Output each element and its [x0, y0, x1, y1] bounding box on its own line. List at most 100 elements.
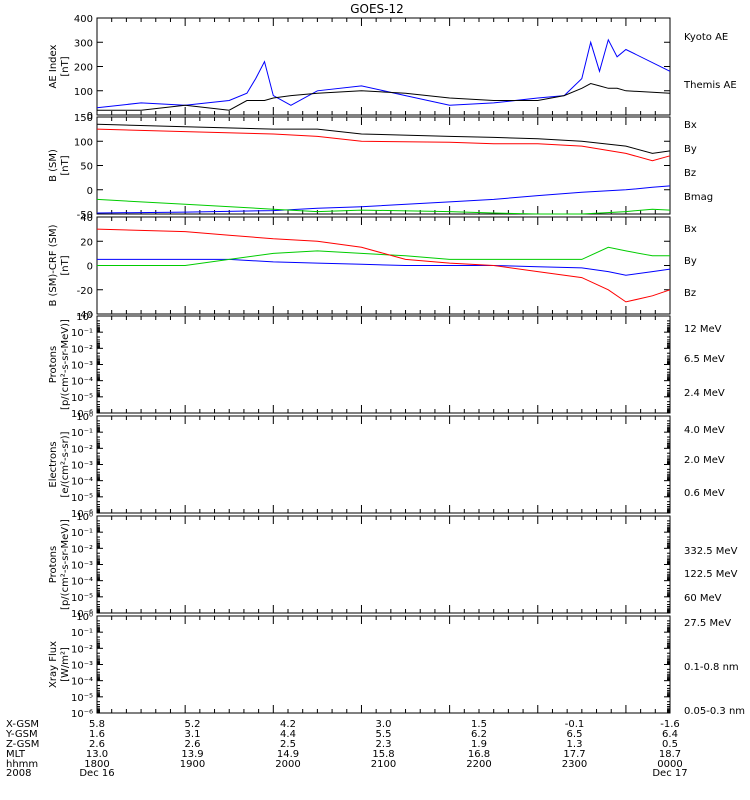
y-tick-label: 10⁻¹ [71, 528, 93, 539]
y-tick-label: 0 [87, 262, 93, 273]
footer-cell: -0.1 [565, 719, 585, 730]
y-tick-label: 10⁻³ [71, 461, 93, 472]
y-tick-label: 0 [87, 186, 93, 197]
footer-row-label: Z-GSM [6, 739, 39, 750]
footer-row-label: Y-GSM [5, 729, 38, 740]
panel-frame [96, 515, 671, 614]
panel-bsm: -50 0 50 100 150 B (SM) [nT] Bx By Bz Bmag [48, 113, 713, 221]
y-tick-label: 10⁻³ [71, 561, 93, 572]
series-bz [96, 228, 671, 303]
y-tick-label: 10⁰ [76, 412, 93, 423]
y-tick-label: 400 [74, 14, 93, 25]
y-tick-label: 10⁻² [71, 644, 93, 655]
footer-cell: 6.4 [662, 729, 678, 740]
footer-cell: 2300 [562, 759, 587, 770]
y-axis-units: [W/m²] [60, 647, 71, 682]
footer-row-label: 2008 [6, 768, 31, 779]
y-axis-units: [p/(cm²-s-sr-MeV)] [60, 319, 71, 410]
footer-cell: 15.8 [372, 749, 394, 760]
y-axis-label: Protons [48, 346, 59, 383]
figure-title: GOES-12 [350, 2, 404, 16]
footer-cell: 2.6 [89, 739, 105, 750]
legend-bx: Bx [684, 120, 697, 131]
y-tick-label: 10⁻³ [71, 661, 93, 672]
y-tick-label: -40 [77, 310, 93, 321]
panel-ae: 0 100 200 300 400 AE Index [nT] Kyoto AE Themis … [48, 14, 737, 122]
y-tick-label: 10⁻² [71, 444, 93, 455]
y-tick-label: 10⁻⁴ [71, 677, 93, 688]
footer-cell: 2.5 [280, 739, 296, 750]
y-tick-label: -20 [77, 286, 93, 297]
y-tick-label: 10⁻⁵ [71, 693, 93, 704]
footer-cell: 1900 [180, 759, 205, 770]
legend-bz: Bz [684, 288, 696, 299]
panel-frame [96, 315, 671, 414]
y-axis-units: [p/(cm²-s-sr-MeV)] [60, 519, 71, 610]
y-tick-label: 0 [87, 111, 93, 122]
footer-cell: 13.0 [86, 749, 108, 760]
footer-cell: 1.3 [567, 739, 583, 750]
footer-cell: 1.5 [471, 719, 487, 730]
footer-cell: 1.6 [89, 729, 105, 740]
y-tick-label: 10⁻² [71, 344, 93, 355]
y-tick-label: 10⁻⁴ [71, 577, 93, 588]
y-axis-label: Xray Flux [48, 641, 59, 688]
y-tick-label: 10⁻⁴ [71, 477, 93, 488]
legend-12-mev: 12 MeV [684, 324, 722, 335]
series-themis-ae [97, 82, 671, 111]
y-tick-label: 10⁻¹ [71, 628, 93, 639]
y-tick-label: -50 [77, 210, 93, 221]
y-tick-label: 10⁰ [76, 312, 93, 323]
y-tick-label: 300 [74, 38, 93, 49]
legend-bmag: Bmag [684, 192, 713, 203]
series-bx [97, 258, 671, 276]
series-by [97, 246, 670, 266]
series-bmag [96, 123, 671, 154]
legend-bx: Bx [684, 224, 697, 235]
y-axis-label: Electrons [48, 441, 59, 487]
y-tick-label: 10⁻¹ [71, 328, 93, 339]
footer-cell: 14.9 [277, 749, 299, 760]
footer-cell: 16.8 [468, 749, 490, 760]
y-axis-label: B (SM) [48, 149, 59, 182]
legend-60-mev: 60 MeV [684, 593, 722, 604]
y-axis-units: [nT] [60, 56, 71, 76]
legend-27.5-mev: 27.5 MeV [684, 618, 731, 629]
panel-frame [96, 17, 671, 116]
footer-cell: 5.2 [185, 719, 201, 730]
y-axis-label: AE Index [48, 44, 59, 88]
legend-by: By [684, 144, 697, 155]
footer-row-label: hhmm [6, 759, 38, 770]
footer-cell: 5.5 [376, 729, 392, 740]
footer-row-label: X-GSM [6, 719, 39, 730]
y-tick-label: 10⁻⁵ [71, 493, 93, 504]
y-tick-label: 10⁻³ [71, 361, 93, 372]
series-by [96, 198, 671, 215]
y-tick-label: 150 [74, 113, 93, 124]
footer-cell: 2200 [466, 759, 491, 770]
footer-cell: 1800 [84, 759, 109, 770]
y-tick-label: 10⁻² [71, 544, 93, 555]
footer-cell: 6.5 [567, 729, 583, 740]
panel-bdiff: -40 -20 0 20 40 B (SM)-CRF (SM) [nT] Bx By Bz [48, 213, 697, 321]
y-tick-label: 10⁻⁶ [71, 609, 93, 620]
y-tick-label: 10⁰ [76, 612, 93, 623]
legend-kyoto-ae: Kyoto AE [684, 32, 728, 43]
legend-0.1-0.8-nm: 0.1-0.8 nm [684, 662, 739, 673]
footer-cell: 1.9 [471, 739, 487, 750]
y-tick-label: 100 [74, 87, 93, 98]
footer-cell: 2.6 [185, 739, 201, 750]
footer-cell: 2.3 [376, 739, 392, 750]
legend-themis-ae: Themis AE [683, 80, 737, 91]
y-tick-label: 10⁻⁶ [71, 709, 93, 720]
series-bz [96, 128, 671, 162]
y-tick-label: 10⁻⁴ [71, 377, 93, 388]
y-axis-units: [nT] [60, 155, 71, 175]
y-tick-label: 200 [74, 63, 93, 74]
y-tick-label: 50 [80, 162, 93, 173]
x-axis-table: X-GSMY-GSMZ-GSMMLThhmm20085.81.62.613.01… [5, 719, 688, 779]
footer-cell: 0.5 [662, 739, 678, 750]
y-tick-label: 10⁻¹ [71, 428, 93, 439]
